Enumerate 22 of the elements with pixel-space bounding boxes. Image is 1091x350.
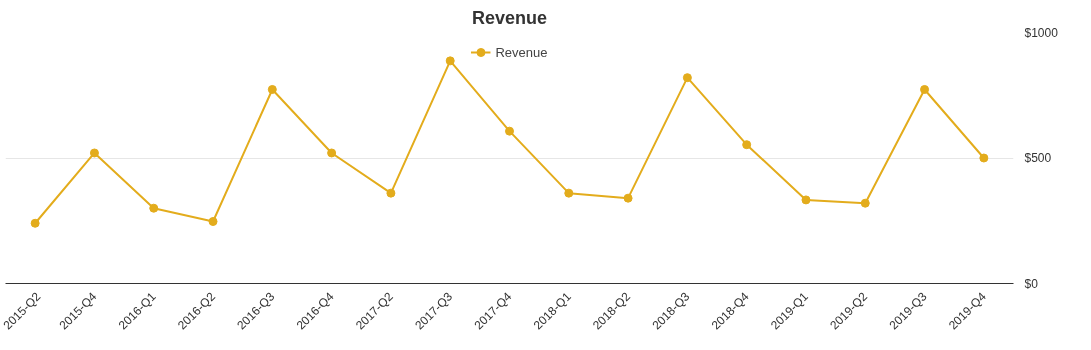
point [149, 203, 159, 213]
legend-label: Revenue [495, 44, 548, 60]
point [801, 195, 811, 205]
point [623, 193, 633, 203]
y-tick-label: $500 [1024, 151, 1052, 165]
point [979, 153, 989, 163]
point [267, 84, 277, 94]
point [327, 148, 337, 158]
point [742, 140, 752, 150]
point [860, 198, 870, 208]
point [564, 188, 574, 198]
point [30, 218, 40, 228]
y-tick-label: $0 [1024, 276, 1039, 291]
y-tick-label: $1000 [1024, 25, 1059, 40]
point [920, 84, 930, 94]
chart-title: Revenue [471, 7, 548, 28]
point [89, 148, 99, 158]
point [208, 217, 218, 226]
point [682, 73, 692, 83]
point [505, 126, 514, 136]
point [386, 188, 396, 198]
point [445, 56, 455, 66]
